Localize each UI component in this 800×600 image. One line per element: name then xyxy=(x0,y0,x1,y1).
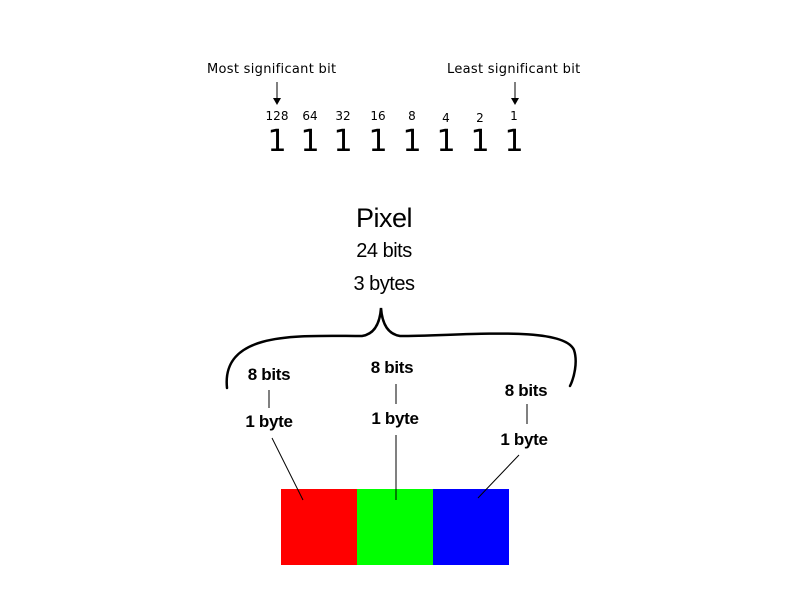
channel-blue-bits: 8 bits xyxy=(504,381,548,400)
msb-label: Most significant bit xyxy=(207,62,337,77)
pixel-title: Pixel xyxy=(355,203,413,233)
channel-green-bits: 8 bits xyxy=(370,358,414,377)
channel-blue-bytes: 1 byte xyxy=(500,430,548,449)
red-channel-swatch xyxy=(281,489,357,565)
bit-weight-128: 128 xyxy=(265,109,289,123)
bit-weight-16: 16 xyxy=(370,109,386,123)
msb-arrow-head xyxy=(273,98,281,105)
bit-digit: 1 xyxy=(402,124,422,159)
green-channel-swatch xyxy=(357,489,433,565)
curly-brace xyxy=(225,307,577,390)
bit-weight-1: 1 xyxy=(510,109,518,123)
bit-weight-2: 2 xyxy=(476,111,484,125)
lsb-arrow-head xyxy=(511,98,519,105)
bit-digit: 1 xyxy=(267,124,287,159)
pixel-bits: 24 bits xyxy=(356,240,412,262)
bit-weight-8: 8 xyxy=(408,109,416,123)
bit-digit: 1 xyxy=(470,124,490,159)
bit-weight-64: 64 xyxy=(302,109,318,123)
channel-red-bytes: 1 byte xyxy=(245,412,293,431)
bit-digit: 1 xyxy=(368,124,388,159)
pixel-bytes: 3 bytes xyxy=(353,273,415,295)
blue-channel-swatch xyxy=(433,489,509,565)
bit-weight-4: 4 xyxy=(442,111,450,125)
bit-digit: 1 xyxy=(300,124,320,159)
bit-digit: 1 xyxy=(436,124,456,159)
lsb-label: Least significant bit xyxy=(447,62,581,77)
bit-weight-32: 32 xyxy=(335,109,351,123)
channel-green-bytes: 1 byte xyxy=(371,409,419,428)
bit-digit: 1 xyxy=(333,124,353,159)
channel-red-bits: 8 bits xyxy=(247,365,291,384)
red-connector-line xyxy=(271,437,304,501)
bit-digit: 1 xyxy=(504,124,524,159)
blue-connector-line xyxy=(477,454,520,499)
